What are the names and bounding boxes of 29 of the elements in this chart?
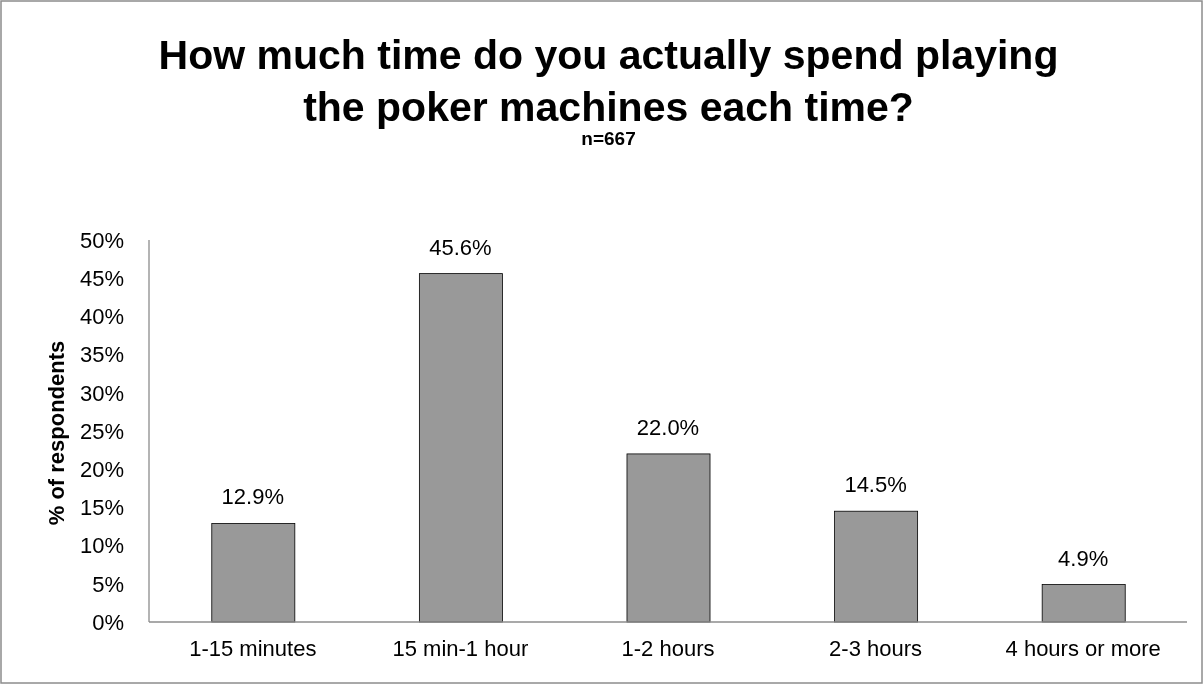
- y-tick-label: 0%: [92, 609, 124, 635]
- data-label: 12.9%: [221, 484, 284, 510]
- bar: [626, 453, 711, 623]
- data-label: 14.5%: [844, 472, 907, 498]
- data-label: 22.0%: [636, 414, 700, 440]
- y-tick-label: 20%: [79, 456, 124, 482]
- x-tick-label: 15 min-1 hour: [392, 636, 529, 661]
- y-tick-label: 5%: [92, 571, 124, 597]
- x-tick-label: 1-2 hours: [621, 636, 715, 661]
- y-axis-title: % of respondents: [44, 340, 69, 526]
- data-label: 4.9%: [1058, 545, 1109, 571]
- bar: [834, 510, 919, 623]
- x-tick-label: 2-3 hours: [829, 636, 923, 661]
- y-tick-label: 50%: [79, 227, 124, 253]
- bar: [211, 523, 296, 623]
- chart-title: How much time do you actually spend playing the poker machines each time?: [158, 32, 1059, 130]
- bar: [1041, 584, 1126, 623]
- y-tick-label: 25%: [79, 418, 124, 444]
- y-tick-label: 15%: [79, 495, 124, 521]
- y-tick-label: 35%: [79, 342, 124, 368]
- y-tick-label: 40%: [79, 304, 124, 330]
- y-tick-label: 45%: [79, 265, 124, 291]
- x-tick-label: 4 hours or more: [1005, 636, 1161, 661]
- chart-subtitle: n=667: [581, 128, 636, 149]
- x-tick-label: 1-15 minutes: [189, 636, 317, 661]
- y-tick-label: 30%: [79, 380, 124, 406]
- y-tick-label: 10%: [79, 533, 124, 559]
- data-label: 45.6%: [429, 234, 492, 260]
- bar: [418, 273, 503, 623]
